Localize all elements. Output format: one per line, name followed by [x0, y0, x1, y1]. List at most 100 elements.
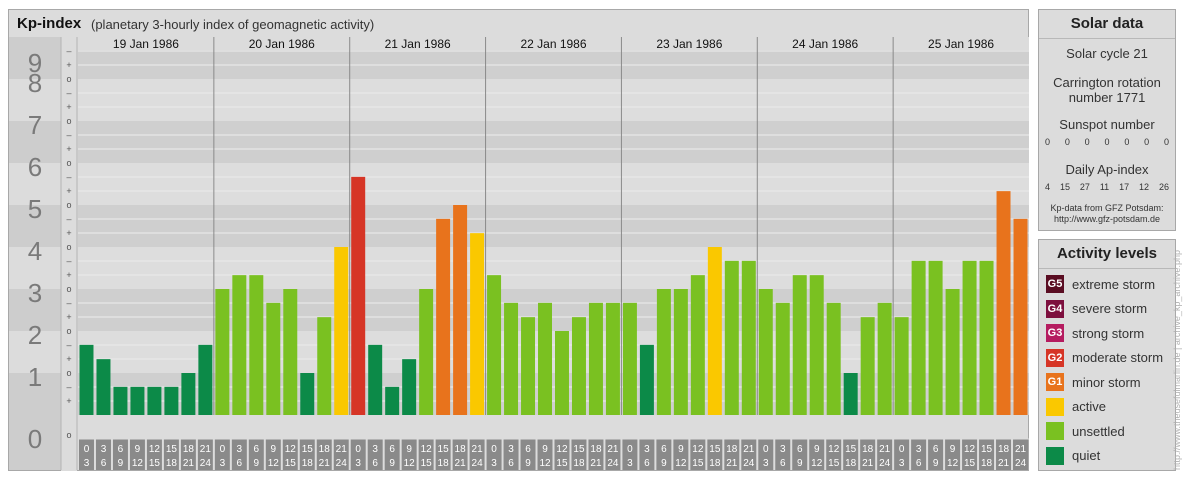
- interval-cell: [129, 439, 145, 470]
- legend-label: unsettled: [1072, 423, 1125, 439]
- sunspot-value: 0: [1084, 137, 1090, 147]
- interval-end-label: 15: [828, 458, 840, 469]
- interval-start-label: 3: [237, 444, 243, 455]
- ap-value: 4: [1045, 182, 1051, 192]
- y-minor-label: o: [66, 242, 71, 252]
- kp-bar: [911, 260, 926, 415]
- kp-bar: [741, 260, 756, 415]
- kp-bar: [266, 302, 281, 415]
- y-minor-label: –: [66, 256, 71, 266]
- solar-cycle: Solar cycle 21: [1066, 46, 1148, 61]
- kp-bar: [979, 260, 994, 415]
- legend-label: extreme storm: [1072, 276, 1156, 292]
- interval-end-label: 6: [101, 458, 107, 469]
- interval-cell: [843, 439, 859, 470]
- interval-start-label: 9: [814, 444, 820, 455]
- interval-cell: [282, 439, 298, 470]
- interval-cell: [248, 439, 264, 470]
- interval-cell: [401, 439, 417, 470]
- carrington-line-1: Carrington rotation: [1053, 75, 1161, 90]
- legend-label: active: [1072, 399, 1106, 414]
- interval-cell: [911, 439, 927, 470]
- interval-end-label: 21: [183, 458, 195, 469]
- interval-end-label: 3: [763, 458, 769, 469]
- interval-start-label: 3: [101, 444, 107, 455]
- y-label-band: [9, 415, 61, 470]
- interval-start-label: 6: [661, 444, 667, 455]
- interval-end-label: 3: [84, 458, 90, 469]
- interval-start-label: 21: [879, 444, 891, 455]
- interval-start-label: 0: [899, 444, 905, 455]
- interval-start-label: 21: [743, 444, 755, 455]
- kp-bar: [181, 373, 196, 415]
- sunspot-value: 0: [1045, 137, 1051, 147]
- kp-bar: [1013, 218, 1028, 415]
- interval-end-label: 6: [237, 458, 243, 469]
- legend-item: G2 moderate storm: [1046, 348, 1163, 368]
- y-minor-label: –: [66, 172, 71, 182]
- interval-start-label: 15: [981, 444, 993, 455]
- kp-bar: [385, 386, 400, 415]
- interval-start-label: 6: [797, 444, 803, 455]
- interval-cell: [435, 439, 451, 470]
- interval-end-label: 9: [118, 458, 124, 469]
- interval-end-label: 24: [1015, 458, 1027, 469]
- legend-label: severe storm: [1072, 301, 1148, 316]
- y-tick-label: 7: [28, 110, 42, 140]
- interval-start-label: 6: [389, 444, 395, 455]
- kp-bar: [707, 247, 722, 415]
- interval-cell: [877, 439, 893, 470]
- interval-start-label: 0: [627, 444, 633, 455]
- y-tick-label: 1: [28, 362, 42, 392]
- interval-end-label: 3: [220, 458, 226, 469]
- interval-start-label: 18: [319, 444, 331, 455]
- kp-bar: [894, 317, 909, 415]
- interval-start-label: 15: [573, 444, 585, 455]
- legend-swatch: [1046, 397, 1064, 416]
- interval-end-label: 21: [455, 458, 467, 469]
- y-tick-label: 0: [28, 424, 42, 454]
- kp-bar: [945, 289, 960, 415]
- kp-bar: [571, 317, 586, 415]
- interval-start-label: 18: [998, 444, 1010, 455]
- y-label-band: [9, 121, 61, 163]
- interval-start-label: 9: [271, 444, 277, 455]
- interval-cell: [894, 439, 910, 470]
- interval-end-label: 9: [661, 458, 667, 469]
- interval-start-label: 12: [964, 444, 976, 455]
- interval-end-label: 9: [389, 458, 395, 469]
- legend-item: quiet: [1046, 446, 1100, 466]
- interval-start-label: 21: [472, 444, 484, 455]
- kp-bar: [758, 289, 773, 415]
- y-minor-label: –: [66, 298, 71, 308]
- interval-cell: [945, 439, 961, 470]
- interval-end-label: 24: [743, 458, 755, 469]
- kp-bar: [877, 302, 892, 415]
- source-line-2: http://www.gfz-potsdam.de: [1053, 214, 1161, 224]
- interval-end-label: 9: [797, 458, 803, 469]
- day-label: 25 Jan 1986: [928, 37, 994, 51]
- y-minor-label: o: [66, 74, 71, 84]
- kp-bar: [860, 317, 875, 415]
- interval-end-label: 15: [149, 458, 161, 469]
- interval-start-label: 6: [254, 444, 260, 455]
- interval-start-label: 12: [828, 444, 840, 455]
- y-minor-label: o: [66, 116, 71, 126]
- interval-start-label: 0: [355, 444, 361, 455]
- kp-bar: [928, 260, 943, 415]
- y-minor-label: +: [66, 312, 71, 322]
- kp-bar: [300, 373, 315, 415]
- ap-value: 27: [1079, 182, 1090, 192]
- kp-band-4: [78, 205, 1029, 247]
- kp-bar: [656, 289, 671, 415]
- interval-cell: [299, 439, 315, 470]
- interval-cell: [741, 439, 757, 470]
- y-minor-label: o: [66, 326, 71, 336]
- kp-bar: [843, 373, 858, 415]
- interval-cell: [775, 439, 791, 470]
- kp-bar: [436, 218, 451, 415]
- ap-value: 17: [1119, 182, 1130, 192]
- y-minor-label: o: [66, 430, 71, 440]
- solar-data-heading: Solar data: [1039, 10, 1175, 39]
